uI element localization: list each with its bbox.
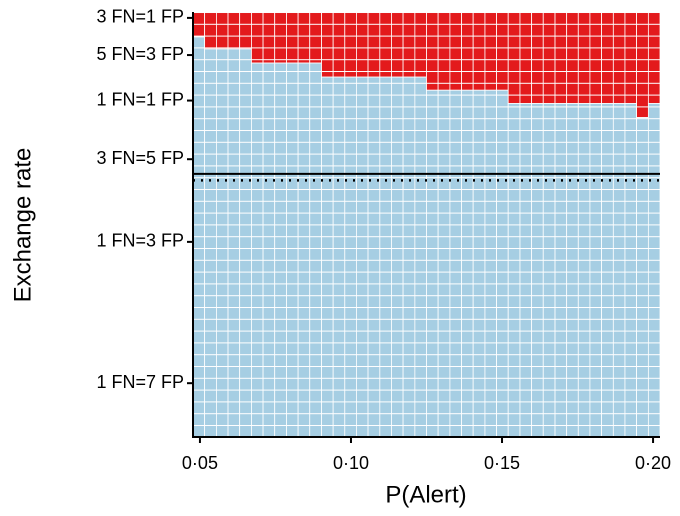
y-tick-label: 1 FN=1 FP (96, 89, 184, 109)
y-tick-label: 1 FN=3 FP (96, 231, 184, 251)
y-tick-label: 3 FN=5 FP (96, 148, 184, 168)
x-axis-title: P(Alert) (385, 481, 466, 508)
x-tick-label: 0·05 (182, 453, 218, 473)
y-axis-title: Exchange rate (9, 148, 36, 303)
cell-grid (193, 12, 660, 437)
y-tick-label: 1 FN=7 FP (96, 372, 184, 392)
x-tick-label: 0·15 (484, 453, 520, 473)
y-tick-label: 5 FN=3 FP (96, 44, 184, 64)
x-tick-label: 0·20 (635, 453, 671, 473)
x-tick-label: 0·10 (333, 453, 369, 473)
y-tick-label: 3 FN=1 FP (96, 7, 184, 27)
